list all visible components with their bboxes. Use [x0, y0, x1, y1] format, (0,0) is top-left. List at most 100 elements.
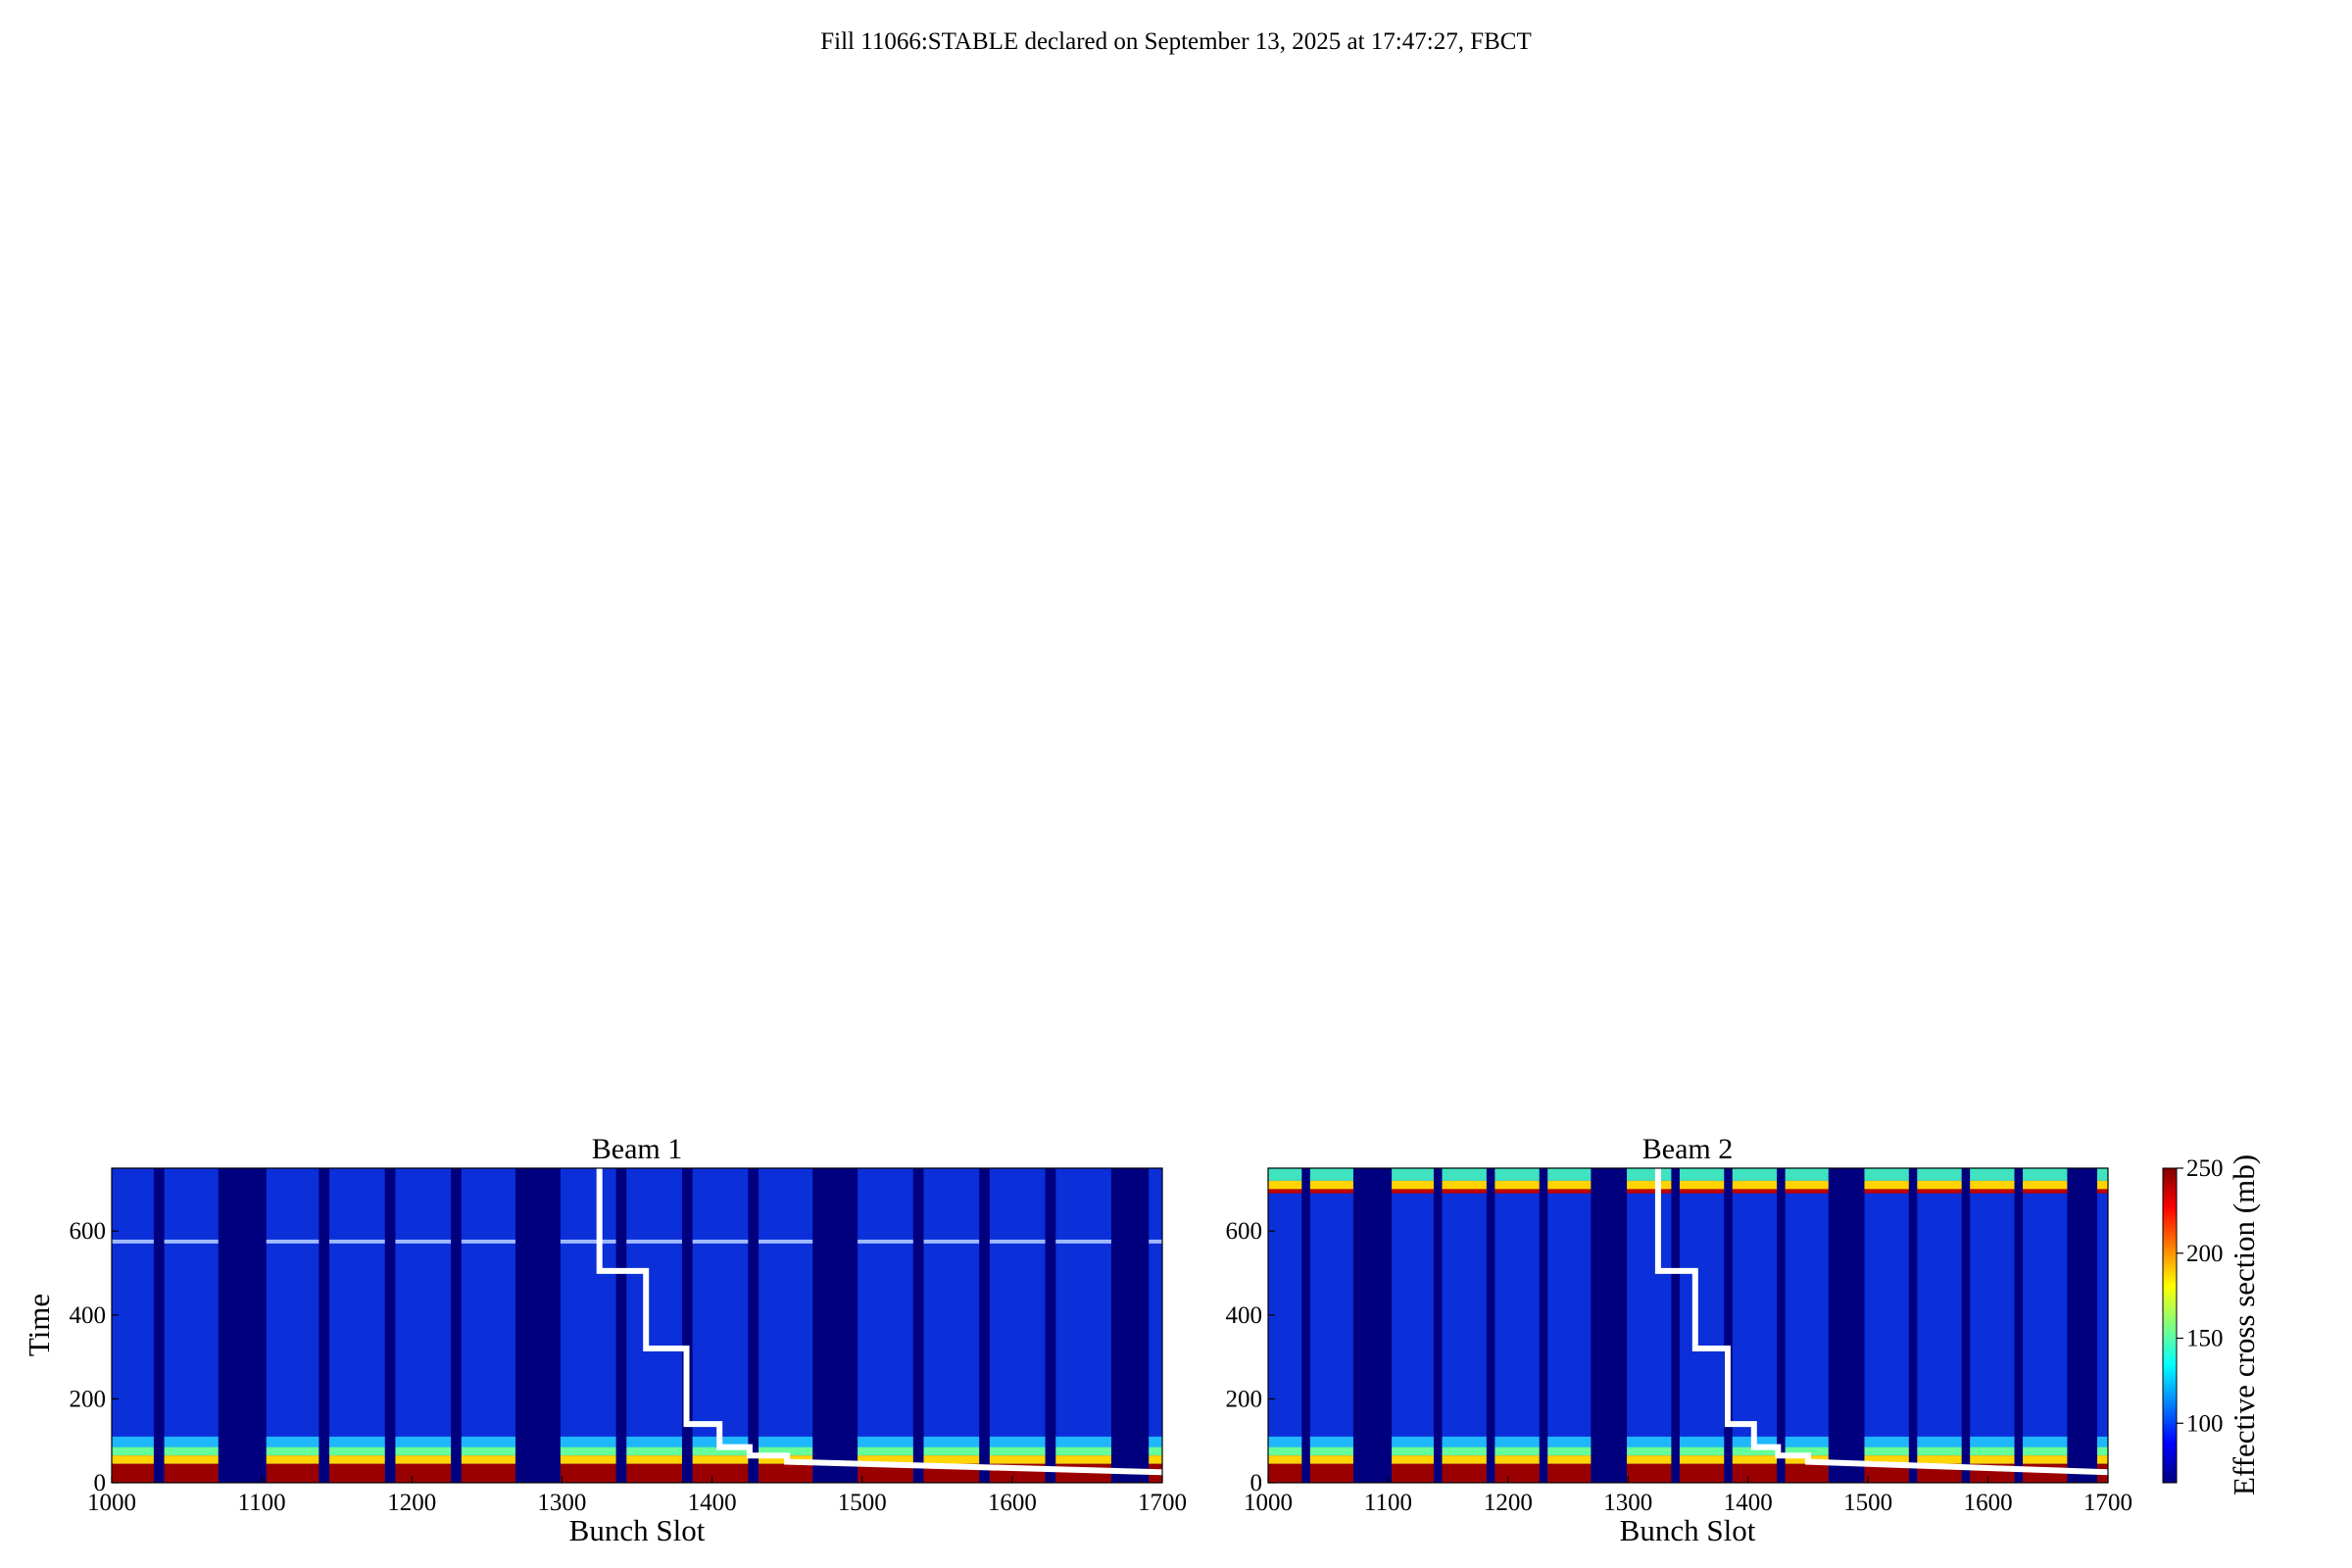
horizontal-band: [1149, 1239, 1162, 1244]
train-band: [626, 1463, 682, 1483]
train-band: [1732, 1446, 1778, 1456]
train-band: [266, 1455, 319, 1464]
train-band: [1547, 1455, 1592, 1464]
train-top-band: [1970, 1168, 2015, 1181]
beam-1-xlabel: Bunch Slot: [569, 1513, 706, 1547]
horizontal-band: [266, 1239, 319, 1244]
train-band: [989, 1455, 1046, 1464]
train-top-band: [1679, 1180, 1725, 1190]
train-band: [164, 1455, 219, 1464]
train-top-band: [1547, 1168, 1592, 1181]
bunch-train: [923, 1168, 980, 1483]
colorbar-tick-label: 100: [2186, 1410, 2224, 1437]
train-top-band: [1732, 1189, 1778, 1194]
train-body: [1864, 1168, 1909, 1483]
train-top-band: [1732, 1168, 1778, 1181]
y-tick-label: 400: [1226, 1302, 1263, 1329]
horizontal-band: [989, 1239, 1046, 1244]
train-band: [560, 1463, 616, 1483]
train-band: [395, 1436, 452, 1447]
train-band: [112, 1446, 154, 1456]
beam-2-xlabel: Bunch Slot: [1620, 1513, 1756, 1547]
train-band: [1785, 1446, 1829, 1456]
train-band: [1679, 1463, 1725, 1483]
x-tick-label: 1400: [1724, 1490, 1773, 1516]
survival-curve: [1654, 1168, 2109, 1476]
train-top-band: [1392, 1168, 1434, 1181]
train-top-band: [1785, 1189, 1829, 1194]
train-band: [2096, 1436, 2108, 1447]
train-band: [1442, 1436, 1487, 1447]
train-band: [1392, 1446, 1434, 1456]
train-body: [1679, 1168, 1725, 1483]
train-body: [1970, 1168, 2015, 1483]
bunch-train: [1494, 1168, 1540, 1483]
train-body: [2096, 1168, 2108, 1483]
horizontal-band: [923, 1239, 980, 1244]
y-tick-label: 600: [70, 1218, 107, 1245]
beam-1-title: Beam 1: [592, 1133, 682, 1165]
train-band: [1149, 1436, 1162, 1447]
train-band: [1917, 1436, 1962, 1447]
train-top-band: [1494, 1180, 1540, 1190]
train-band: [1627, 1446, 1672, 1456]
train-band: [1679, 1436, 1725, 1447]
train-band: [1442, 1446, 1487, 1456]
y-tick-label: 400: [70, 1302, 107, 1329]
bunch-train: [1864, 1168, 1909, 1483]
train-top-band: [1268, 1189, 1302, 1194]
train-band: [164, 1436, 219, 1447]
horizontal-band: [329, 1239, 385, 1244]
bunch-train: [112, 1168, 154, 1483]
colorbar-ticks: 100 150 200 250: [2177, 1155, 2224, 1437]
y-tick-label: 0: [1250, 1470, 1263, 1496]
train-band: [112, 1463, 154, 1483]
train-band: [1785, 1436, 1829, 1447]
train-band: [2023, 1446, 2068, 1456]
horizontal-band: [626, 1239, 682, 1244]
bunch-train: [560, 1168, 616, 1483]
bunch-train: [266, 1168, 319, 1483]
bunch-train: [1917, 1168, 1962, 1483]
train-band: [1627, 1463, 1672, 1483]
train-band: [395, 1446, 452, 1456]
train-band: [759, 1436, 813, 1447]
x-tick-label: 1500: [838, 1490, 887, 1516]
train-body: [112, 1168, 154, 1483]
train-top-band: [1627, 1180, 1672, 1190]
train-band: [1392, 1436, 1434, 1447]
train-top-band: [2023, 1180, 2068, 1190]
bunch-train: [1679, 1168, 1725, 1483]
train-body: [395, 1168, 452, 1483]
bunch-train: [1442, 1168, 1487, 1483]
train-top-band: [1442, 1168, 1487, 1181]
train-band: [1547, 1446, 1592, 1456]
train-top-band: [1392, 1189, 1434, 1194]
train-top-band: [1309, 1168, 1353, 1181]
train-band: [1268, 1446, 1302, 1456]
bunch-train: [164, 1168, 219, 1483]
x-tick-label: 1200: [387, 1490, 436, 1516]
train-top-band: [1917, 1168, 1962, 1181]
train-top-band: [1547, 1180, 1592, 1190]
train-band: [461, 1436, 515, 1447]
train-band: [989, 1446, 1046, 1456]
bunch-train: [1055, 1168, 1111, 1483]
figure-suptitle: Fill 11066:STABLE declared on September …: [820, 28, 1531, 55]
train-body: [461, 1168, 515, 1483]
train-band: [1970, 1446, 2015, 1456]
train-top-band: [1917, 1180, 1962, 1190]
train-band: [1627, 1455, 1672, 1464]
train-body: [759, 1168, 813, 1483]
train-band: [858, 1455, 913, 1464]
train-body: [1547, 1168, 1592, 1483]
bunch-train: [1547, 1168, 1592, 1483]
train-top-band: [1679, 1168, 1725, 1181]
train-band: [329, 1455, 385, 1464]
train-band: [923, 1446, 980, 1456]
train-top-band: [2096, 1180, 2108, 1190]
horizontal-band: [759, 1239, 813, 1244]
train-band: [692, 1463, 749, 1483]
beam-1-panel: Beam 1 1000 1100 1200 1300 1400 1500 1600 1700 0…: [22, 1133, 1187, 1547]
